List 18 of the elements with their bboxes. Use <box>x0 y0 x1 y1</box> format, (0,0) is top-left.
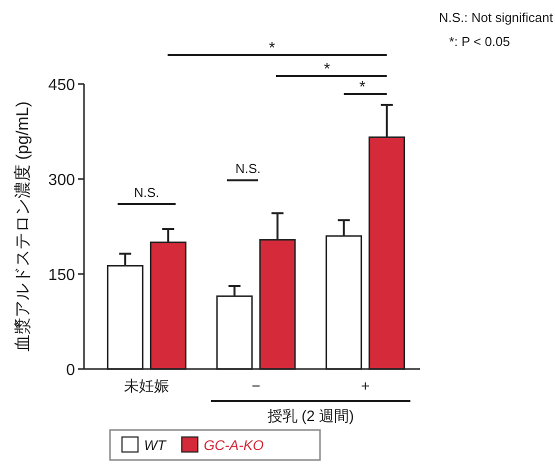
x-tick-label: − <box>252 378 261 395</box>
y-tick-label: 0 <box>66 362 76 379</box>
text: * <box>268 40 276 57</box>
annotation: N.S. <box>134 185 160 200</box>
x-tick-label: + <box>360 378 370 395</box>
text: *: P < 0.05 <box>449 34 510 49</box>
legend-label: GC-A-KO <box>204 437 264 453</box>
text: * <box>324 61 330 78</box>
x-tick-label: 未妊娠 <box>124 378 170 395</box>
text: 授乳 (2 週間) <box>267 408 354 425</box>
y-tick-label: 300 <box>48 172 76 189</box>
y-tick-label: 150 <box>48 267 76 284</box>
annotation: N.S. <box>235 161 261 176</box>
text: N.S.: Not significant <box>438 10 554 25</box>
y-tick-label: 450 <box>48 77 76 94</box>
legend-label: WT <box>144 437 168 453</box>
annotation: * <box>359 79 366 96</box>
y-axis-title: 血漿アルドステロン濃度 (pg/mL) <box>13 101 32 352</box>
